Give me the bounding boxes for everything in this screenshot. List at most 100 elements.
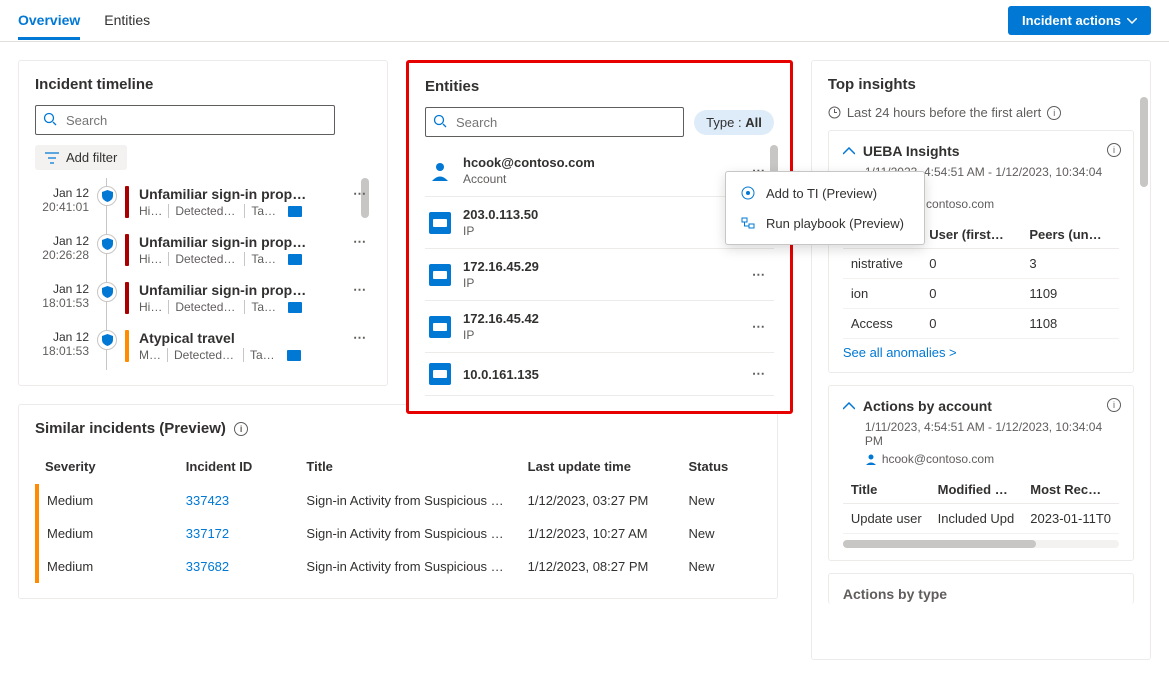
entity-row[interactable]: 203.0.113.50IP⋯ bbox=[425, 197, 774, 249]
ueba-toggle[interactable]: UEBA Insights bbox=[843, 143, 1119, 159]
table-row[interactable]: Medium337682Sign-in Activity from Suspic… bbox=[37, 550, 761, 583]
entity-row[interactable]: 172.16.45.42IP⋯ bbox=[425, 301, 774, 353]
timeline-search bbox=[35, 105, 335, 135]
ueba-title: UEBA Insights bbox=[863, 143, 960, 159]
more-icon[interactable]: ⋯ bbox=[349, 234, 371, 250]
type-filter[interactable]: Type : All bbox=[694, 110, 774, 135]
table-row[interactable]: Update userIncluded Upd2023-01-11T0 bbox=[843, 504, 1119, 534]
tag-icon bbox=[288, 254, 302, 265]
tag-icon bbox=[288, 302, 302, 313]
ip-icon bbox=[429, 264, 451, 286]
add-filter-button[interactable]: Add filter bbox=[35, 145, 127, 170]
timeline-time: Jan 1220:41:01 bbox=[35, 186, 97, 214]
search-icon bbox=[43, 112, 57, 126]
ueba-insights-card: i UEBA Insights 1/11/2023, 4:54:51 AM - … bbox=[828, 130, 1134, 373]
entities-search bbox=[425, 107, 684, 137]
col-modified[interactable]: Modified … bbox=[930, 476, 1023, 504]
timeline-meta: Hi…Detected b…Ta… bbox=[139, 204, 349, 218]
menu-run-playbook[interactable]: Run playbook (Preview) bbox=[726, 208, 924, 238]
info-icon[interactable]: i bbox=[234, 422, 248, 436]
col-incident-id[interactable]: Incident ID bbox=[178, 449, 299, 484]
type-value: All bbox=[745, 115, 762, 130]
similar-table: Severity Incident ID Title Last update t… bbox=[35, 449, 761, 583]
shield-icon bbox=[97, 330, 117, 350]
timeline-item[interactable]: Jan 1220:41:01Unfamiliar sign-in prop…Hi… bbox=[35, 178, 371, 226]
entity-name: hcook@contoso.com bbox=[463, 155, 748, 170]
table-row[interactable]: nistrative03 bbox=[843, 249, 1119, 279]
entities-title: Entities bbox=[425, 78, 774, 95]
table-row[interactable]: Medium337423Sign-in Activity from Suspic… bbox=[37, 484, 761, 517]
actions-table: Title Modified … Most Rec… Update userIn… bbox=[843, 476, 1119, 534]
timeline-item[interactable]: Jan 1218:01:53Atypical travelM…Detected … bbox=[35, 322, 371, 370]
timeline-item[interactable]: Jan 1218:01:53Unfamiliar sign-in prop…Hi… bbox=[35, 274, 371, 322]
incident-actions-button[interactable]: Incident actions bbox=[1008, 6, 1151, 35]
col-most-recent[interactable]: Most Rec… bbox=[1022, 476, 1119, 504]
timeline-search-input[interactable] bbox=[35, 105, 335, 135]
chevron-up-icon bbox=[843, 402, 855, 410]
timeline-meta: M…Detected b…Ta… bbox=[139, 348, 349, 362]
tab-overview[interactable]: Overview bbox=[18, 1, 80, 40]
more-icon[interactable]: ⋯ bbox=[349, 282, 371, 298]
more-icon[interactable]: ⋯ bbox=[349, 186, 371, 202]
col-status[interactable]: Status bbox=[681, 449, 761, 484]
col-peers[interactable]: Peers (un… bbox=[1021, 221, 1119, 249]
entities-search-input[interactable] bbox=[425, 107, 684, 137]
entity-row[interactable]: hcook@contoso.comAccount⋯ bbox=[425, 145, 774, 197]
timeline-time: Jan 1218:01:53 bbox=[35, 330, 97, 358]
entity-type: Account bbox=[463, 172, 748, 186]
person-icon bbox=[429, 160, 451, 182]
actions-hscroll[interactable] bbox=[843, 540, 1119, 548]
entities-panel: Entities Type : All hcook@contoso.com Acc… bbox=[406, 60, 793, 414]
menu-run-playbook-label: Run playbook (Preview) bbox=[766, 216, 904, 231]
ip-icon bbox=[429, 316, 451, 338]
entity-name: 203.0.113.50 bbox=[463, 207, 736, 222]
insights-timerange-text: Last 24 hours before the first alert bbox=[847, 105, 1041, 120]
actions-toggle[interactable]: Actions by account bbox=[843, 398, 1119, 414]
similar-incidents-panel: Similar incidents (Preview) i Severity I… bbox=[18, 404, 778, 599]
incident-link[interactable]: 337423 bbox=[186, 493, 229, 508]
tag-icon bbox=[287, 350, 301, 361]
entity-type: IP bbox=[463, 328, 748, 342]
entity-context-menu: Add to TI (Preview) Run playbook (Previe… bbox=[725, 171, 925, 245]
col-user[interactable]: User (first… bbox=[921, 221, 1021, 249]
shield-icon bbox=[97, 282, 117, 302]
tab-entities[interactable]: Entities bbox=[104, 1, 150, 40]
entity-more-button[interactable]: ⋯ bbox=[748, 366, 770, 382]
actions-by-type-toggle[interactable]: Actions by type bbox=[843, 586, 1119, 602]
insights-scrollbar[interactable] bbox=[1140, 97, 1148, 187]
timeline-title: Incident timeline bbox=[35, 76, 371, 93]
menu-add-to-ti[interactable]: Add to TI (Preview) bbox=[726, 178, 924, 208]
entity-row[interactable]: 10.0.161.135⋯ bbox=[425, 353, 774, 396]
info-icon[interactable]: i bbox=[1107, 398, 1121, 412]
table-row[interactable]: Medium337172Sign-in Activity from Suspic… bbox=[37, 517, 761, 550]
col-update-time[interactable]: Last update time bbox=[520, 449, 681, 484]
similar-title: Similar incidents (Preview) i bbox=[35, 420, 761, 437]
info-icon[interactable]: i bbox=[1047, 106, 1061, 120]
timeline-item-title: Unfamiliar sign-in prop… bbox=[139, 234, 349, 250]
timeline-meta: Hi…Detected b…Ta… bbox=[139, 252, 349, 266]
entity-more-button[interactable]: ⋯ bbox=[748, 267, 770, 283]
col-title[interactable]: Title bbox=[843, 476, 930, 504]
severity-bar bbox=[125, 186, 129, 218]
table-row[interactable]: Access01108 bbox=[843, 309, 1119, 339]
table-row[interactable]: ion01109 bbox=[843, 279, 1119, 309]
timeline-item[interactable]: Jan 1220:26:28Unfamiliar sign-in prop…Hi… bbox=[35, 226, 371, 274]
col-severity[interactable]: Severity bbox=[37, 449, 178, 484]
chevron-down-icon bbox=[1127, 18, 1137, 24]
actions-timestamp: 1/11/2023, 4:54:51 AM - 1/12/2023, 10:34… bbox=[865, 420, 1119, 448]
ip-icon bbox=[429, 363, 451, 385]
entity-more-button[interactable]: ⋯ bbox=[748, 319, 770, 335]
timeline-item-title: Unfamiliar sign-in prop… bbox=[139, 282, 349, 298]
see-all-anomalies-link[interactable]: See all anomalies > bbox=[843, 345, 957, 360]
filter-icon bbox=[45, 152, 59, 164]
entity-row[interactable]: 172.16.45.29IP⋯ bbox=[425, 249, 774, 301]
info-icon[interactable]: i bbox=[1107, 143, 1121, 157]
incident-link[interactable]: 337172 bbox=[186, 526, 229, 541]
col-title[interactable]: Title bbox=[298, 449, 519, 484]
shield-icon bbox=[97, 186, 117, 206]
more-icon[interactable]: ⋯ bbox=[349, 330, 371, 346]
insights-timerange: Last 24 hours before the first alert i bbox=[828, 105, 1134, 120]
top-bar: Overview Entities Incident actions bbox=[0, 0, 1169, 42]
incident-link[interactable]: 337682 bbox=[186, 559, 229, 574]
tag-icon bbox=[288, 206, 302, 217]
